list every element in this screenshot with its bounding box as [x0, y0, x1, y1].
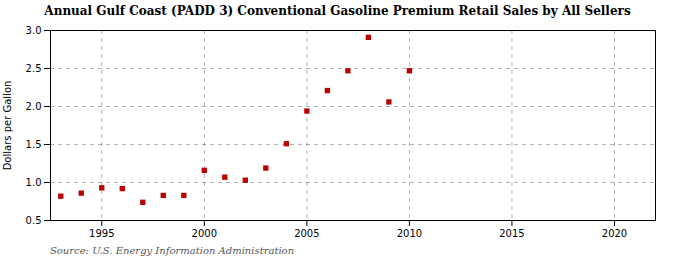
svg-text:Dollars per Gallon: Dollars per Gallon: [2, 81, 13, 171]
html-text:Source: U.S. Energy Informatio: Source: U.S. Energy Information Administ…: [50, 245, 295, 256]
svg-text:2000: 2000: [192, 228, 217, 239]
svg-text:0.5: 0.5: [26, 215, 42, 226]
svg-text:2.5: 2.5: [26, 63, 42, 74]
svg-text:2010: 2010: [397, 228, 422, 239]
svg-text:1.5: 1.5: [26, 139, 42, 150]
html-text:Annual Gulf Coast (PADD 3) Con: Annual Gulf Coast (PADD 3) Conventional …: [44, 4, 631, 18]
svg-text:2.0: 2.0: [26, 101, 42, 112]
svg-text:1.0: 1.0: [26, 177, 42, 188]
svg-text:3.0: 3.0: [26, 25, 42, 36]
svg-text:2015: 2015: [499, 228, 524, 239]
svg-text:2005: 2005: [294, 228, 319, 239]
svg-text:2020: 2020: [602, 228, 627, 239]
svg-text:1995: 1995: [89, 228, 114, 239]
